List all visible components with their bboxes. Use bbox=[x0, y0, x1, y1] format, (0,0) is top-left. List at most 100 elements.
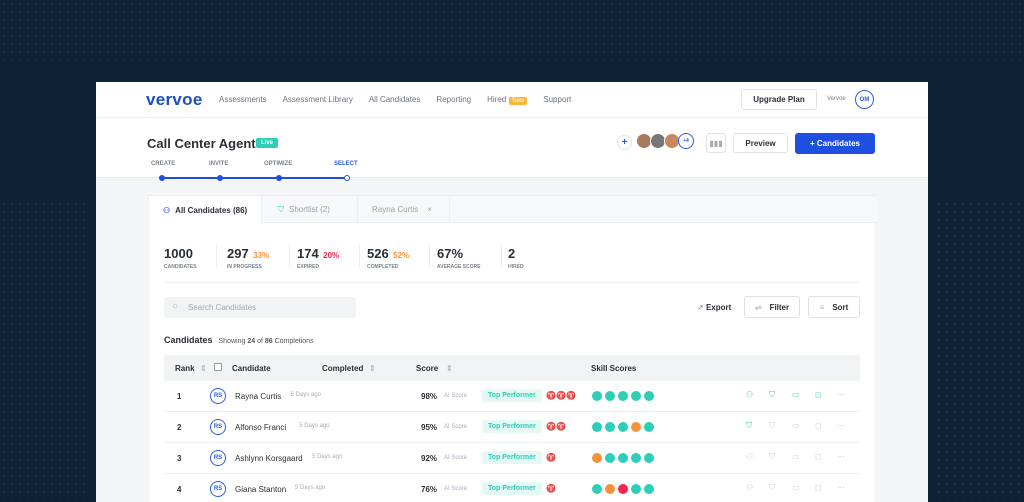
shortlist-icon[interactable]: ⛉ bbox=[769, 483, 775, 492]
more-icon[interactable]: ··· bbox=[837, 452, 845, 461]
nav-assessments[interactable]: Assessments bbox=[219, 95, 267, 104]
status-badge: Live bbox=[256, 138, 279, 148]
step-invite[interactable]: INVITE bbox=[209, 161, 229, 167]
sort-icon[interactable]: ⇕ bbox=[369, 364, 376, 373]
of-text: of bbox=[257, 338, 263, 345]
divider bbox=[164, 282, 860, 283]
nav-hired[interactable]: Hired New bbox=[487, 95, 528, 105]
step-create[interactable]: CREATE bbox=[151, 161, 176, 167]
stat-value: 526 bbox=[367, 246, 389, 261]
add-candidates-button[interactable]: + Candidates bbox=[795, 133, 875, 154]
completed-time: 5 Days ago bbox=[299, 423, 330, 429]
skill-dot bbox=[644, 484, 654, 494]
table-row[interactable]: 1 RS Rayna Curtis 5 Days ago 98% AI Scor… bbox=[164, 381, 860, 412]
trophy-icon: ♈ bbox=[546, 484, 556, 493]
table-row[interactable]: 4 RS Giana Stanton 5 Days ago 76% AI Sco… bbox=[164, 474, 860, 502]
user-avatar[interactable]: OM bbox=[855, 90, 874, 109]
score-type: AI Score bbox=[444, 486, 468, 492]
comment-icon[interactable]: ▭ bbox=[792, 390, 800, 399]
shortlisted-icon[interactable]: ⛉ bbox=[746, 421, 752, 430]
bookmark-icon[interactable]: ⛉ bbox=[769, 421, 775, 430]
skill-dot bbox=[592, 391, 602, 401]
candidate-name[interactable]: Rayna Curtis bbox=[235, 392, 282, 401]
skill-dot bbox=[618, 422, 628, 432]
tag-icon[interactable]: ◻ bbox=[815, 483, 822, 492]
comment-icon[interactable]: ▭ bbox=[792, 452, 800, 461]
tab-shortlist[interactable]: ⛉ Shortlist (2) bbox=[264, 196, 358, 223]
candidates-heading: Candidates bbox=[164, 335, 213, 345]
nav-all-candidates[interactable]: All Candidates bbox=[368, 95, 421, 104]
nav-support[interactable]: Support bbox=[543, 95, 572, 104]
stat-label: HIRED bbox=[508, 264, 524, 270]
tab-rayna-curtis[interactable]: Rayna Curtis × bbox=[358, 196, 450, 223]
stat-label: COMPLETED bbox=[367, 264, 399, 270]
page-title: Call Center Agent bbox=[147, 136, 256, 151]
more-icon[interactable]: ··· bbox=[837, 390, 845, 399]
candidate-name[interactable]: Ashlynn Korsgaard bbox=[235, 454, 303, 463]
top-performer-badge: Top Performer bbox=[482, 451, 542, 464]
candidate-name[interactable]: Giana Stanton bbox=[235, 485, 287, 494]
people-icon[interactable]: ⚇ bbox=[746, 452, 754, 461]
stat-label: IN PROGRESS bbox=[227, 264, 262, 270]
col-score[interactable]: Score bbox=[416, 364, 439, 373]
tab-all-candidates[interactable]: ⚇ All Candidates (86) bbox=[149, 196, 263, 224]
add-collaborator-icon[interactable]: + bbox=[617, 135, 632, 150]
comment-icon[interactable]: ▭ bbox=[792, 483, 800, 492]
people-icon[interactable]: ⚇ bbox=[746, 483, 754, 492]
search-input[interactable]: ○ Search Candidates bbox=[164, 297, 356, 318]
table-row[interactable]: 3 RS Ashlynn Korsgaard 5 Days ago 92% AI… bbox=[164, 443, 860, 474]
shown-count: 24 bbox=[247, 338, 256, 345]
logo[interactable]: vervoe bbox=[146, 90, 203, 109]
table-row[interactable]: 2 RS Alfonso Franci 5 Days ago 95% AI Sc… bbox=[164, 412, 860, 443]
more-icon[interactable]: ··· bbox=[837, 483, 845, 492]
col-rank[interactable]: Rank bbox=[175, 364, 195, 373]
comment-icon[interactable]: ▭ bbox=[792, 421, 800, 430]
candidate-name[interactable]: Alfonso Franci bbox=[235, 423, 287, 432]
tag-icon[interactable]: ◻ bbox=[815, 421, 822, 430]
tag-icon[interactable]: ◻ bbox=[815, 390, 822, 399]
total-count: 86 bbox=[264, 338, 273, 345]
step-select[interactable]: SELECT bbox=[334, 161, 358, 167]
skill-dot bbox=[618, 391, 628, 401]
close-icon[interactable]: × bbox=[427, 205, 432, 214]
people-icon[interactable]: ⚇ bbox=[746, 390, 754, 399]
shortlist-icon[interactable]: ⛉ bbox=[769, 390, 775, 399]
col-completed[interactable]: Completed bbox=[322, 364, 364, 373]
score: 95% bbox=[421, 423, 438, 432]
export-icon: ↗ bbox=[697, 303, 704, 312]
col-candidate: Candidate bbox=[232, 364, 271, 373]
skill-scores bbox=[592, 391, 657, 403]
score: 98% bbox=[421, 392, 438, 401]
rank: 1 bbox=[177, 392, 182, 401]
skill-dot bbox=[644, 422, 654, 432]
select-all-checkbox[interactable] bbox=[214, 363, 222, 371]
export-button[interactable]: ↗ Export bbox=[697, 303, 731, 312]
filter-button[interactable]: ⇌ Filter bbox=[744, 296, 800, 318]
sort-button[interactable]: ≡ Sort bbox=[808, 296, 860, 318]
app-window: vervoe Assessments Assessment Library Al… bbox=[96, 82, 928, 502]
shortlist-icon[interactable]: ⛉ bbox=[769, 452, 775, 461]
preview-button[interactable]: Preview bbox=[733, 133, 788, 153]
more-icon[interactable]: ··· bbox=[837, 421, 845, 430]
export-label: Export bbox=[705, 303, 732, 312]
sort-icon[interactable]: ⇕ bbox=[200, 364, 207, 373]
more-collaborators[interactable]: +4 bbox=[678, 133, 694, 149]
stat-pct: 33% bbox=[253, 251, 270, 260]
stats-chart-icon[interactable]: ▮▮▮ bbox=[706, 133, 726, 153]
rank: 2 bbox=[177, 423, 182, 432]
sort-icon[interactable]: ⇕ bbox=[446, 364, 453, 373]
step-optimize[interactable]: OPTIMIZE bbox=[264, 161, 293, 167]
step-dot bbox=[217, 175, 223, 181]
nav-assessment-library[interactable]: Assessment Library bbox=[282, 95, 353, 104]
showing-text: Showing bbox=[218, 338, 246, 345]
skill-scores bbox=[592, 484, 657, 496]
skill-dot bbox=[605, 391, 615, 401]
skill-dot bbox=[631, 484, 641, 494]
trophy-icon: ♈ bbox=[556, 391, 566, 400]
stat-expired: 174 20% EXPIRED bbox=[297, 245, 361, 270]
skill-dot bbox=[605, 453, 615, 463]
candidate-avatar: RS bbox=[210, 481, 226, 497]
nav-reporting[interactable]: Reporting bbox=[436, 95, 472, 104]
upgrade-plan-button[interactable]: Upgrade Plan bbox=[741, 89, 817, 110]
tag-icon[interactable]: ◻ bbox=[815, 452, 822, 461]
